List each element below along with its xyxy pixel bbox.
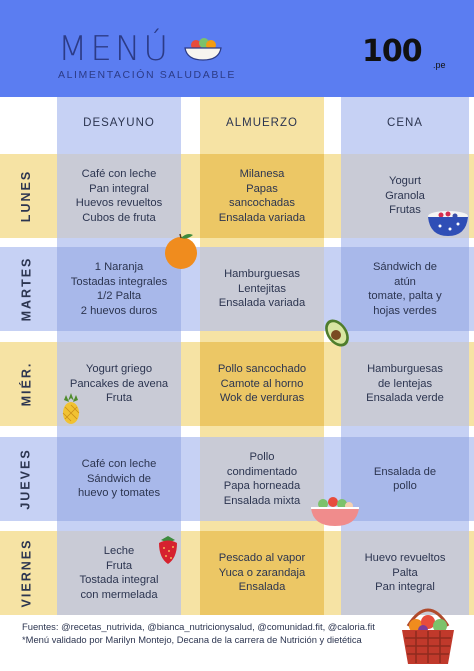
header-banner [0, 0, 474, 97]
meal-cell-jueves-almuerzo: Pollo condimentado Papa horneada Ensalada m… [200, 437, 324, 521]
orange-icon [165, 233, 197, 269]
brand-logo-suffix: .pe [433, 60, 446, 70]
meal-cell-martes-almuerzo: Hamburguesas Lentejitas Ensalada variada [200, 247, 324, 331]
meal-cell-miercoles-cena: Hamburguesas de lentejas Ensalada verde [341, 342, 469, 426]
salad-plate-icon [311, 497, 359, 526]
day-label-viernes: VIERNES [19, 538, 34, 608]
meal-cell-martes-cena: Sándwich de atún tomate, palta y hojas verd… [341, 247, 469, 331]
meal-cell-lunes-almuerzo: Milanesa Papas sancochadas Ensalada variada [200, 154, 324, 238]
meal-cell-lunes-desayuno: Café con leche Pan integral Huevos revuelt… [57, 154, 181, 238]
day-label-martes: MARTES [19, 256, 33, 322]
salad-bowl-icon [184, 38, 222, 61]
meal-cell-martes-desayuno: 1 Naranja Tostadas integrales 1/2 Palta 2 h… [57, 247, 181, 331]
strawberry-icon [159, 536, 177, 564]
footer-sources: Fuentes: @recetas_nutrivida, @bianca_nut… [22, 621, 375, 632]
brand-logo: 100 [362, 34, 423, 69]
meal-cell-miercoles-almuerzo: Pollo sancochado Camote al horno Wok de ve… [200, 342, 324, 426]
avocado-icon [325, 319, 349, 347]
day-label-lunes: LUNES [19, 169, 33, 223]
meal-cell-jueves-desayuno: Café con leche Sándwich de huevo y tomates [57, 437, 181, 521]
fruit-basket-icon [402, 608, 454, 664]
page-title: MENÚ [58, 29, 172, 69]
column-header-cena: CENA [387, 117, 423, 129]
meal-cell-viernes-almuerzo: Pescado al vapor Yuca o zarandaja Ensalada [200, 531, 324, 615]
column-header-desayuno: DESAYUNO [83, 117, 155, 129]
page-subtitle: ALIMENTACIÓN SALUDABLE [58, 69, 236, 81]
day-label-jueves: JUEVES [19, 448, 33, 510]
yogurt-bowl-icon [428, 211, 468, 236]
day-label-miercoles: MIÉR. [18, 361, 33, 407]
meal-cell-viernes-cena: Huevo revueltos Palta Pan integral [341, 531, 469, 615]
footer-validation: *Menú validado por Marilyn Montejo, Deca… [22, 634, 362, 645]
column-header-almuerzo: ALMUERZO [226, 117, 298, 129]
meal-cell-jueves-cena: Ensalada de pollo [341, 437, 469, 521]
pineapple-icon [62, 393, 80, 424]
footer-notes: Fuentes: @recetas_nutrivida, @bianca_nut… [22, 620, 375, 646]
